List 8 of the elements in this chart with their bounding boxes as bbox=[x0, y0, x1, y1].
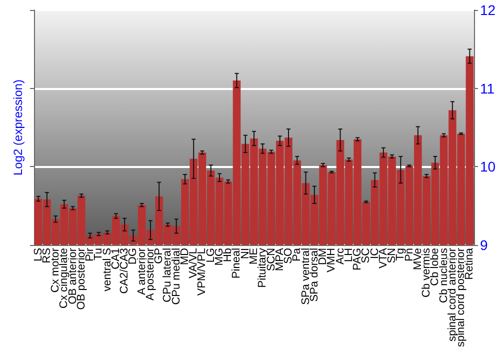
y-tick-label: 9 bbox=[480, 236, 488, 253]
y-tick-label: 11 bbox=[480, 80, 495, 96]
y-tick-label: 10 bbox=[480, 158, 496, 175]
y-tick-label: 12 bbox=[480, 2, 496, 18]
x-tick-label: Tg bbox=[394, 248, 407, 261]
x-tick-label: A posterior bbox=[144, 248, 156, 301]
y-axis-title: Log2 (expression) bbox=[11, 79, 25, 176]
x-tick-label: OB posterior bbox=[75, 248, 88, 310]
